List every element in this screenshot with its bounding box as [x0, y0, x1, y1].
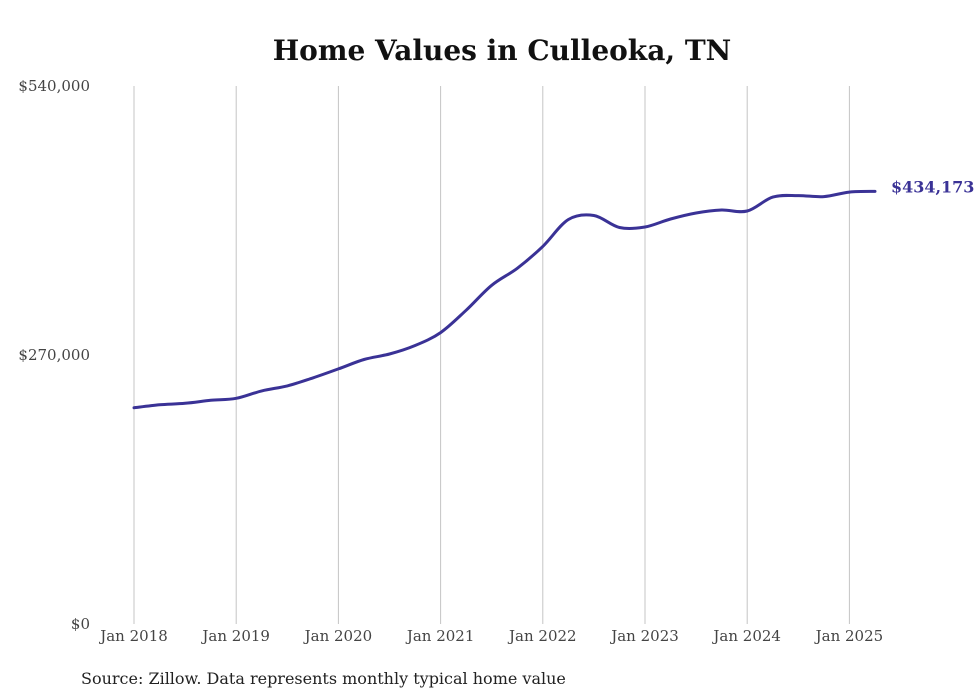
- x-axis-ticks: Jan 2018 Jan 2019 Jan 2020 Jan 2021 Jan 2022…: [98, 627, 883, 645]
- x-tick-label: Jan 2023: [609, 627, 679, 645]
- x-tick-label: Jan 2022: [507, 627, 577, 645]
- x-tick-label: Jan 2019: [200, 627, 270, 645]
- x-tick-label: Jan 2018: [98, 627, 168, 645]
- series-line-home-value: [132, 189, 877, 410]
- gridlines: [133, 86, 850, 624]
- y-tick-label: $270,000: [18, 346, 90, 364]
- chart-title: Home Values in Culleoka, TN: [273, 34, 732, 67]
- y-tick-label: $540,000: [18, 77, 90, 95]
- source-note: Source: Zillow. Data represents monthly …: [81, 669, 566, 688]
- y-tick-label: $0: [71, 615, 90, 633]
- x-tick-label: Jan 2024: [711, 627, 781, 645]
- series-layer: [132, 189, 877, 410]
- x-tick-label: Jan 2021: [405, 627, 475, 645]
- x-tick-label: Jan 2020: [303, 627, 373, 645]
- x-tick-label: Jan 2025: [814, 627, 884, 645]
- end-value-label: $434,173: [891, 177, 975, 196]
- y-axis-ticks: $0 $270,000 $540,000: [18, 77, 90, 633]
